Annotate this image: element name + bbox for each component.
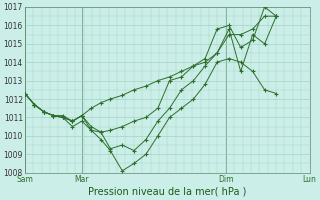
X-axis label: Pression niveau de la mer( hPa ): Pression niveau de la mer( hPa ) — [88, 187, 246, 197]
